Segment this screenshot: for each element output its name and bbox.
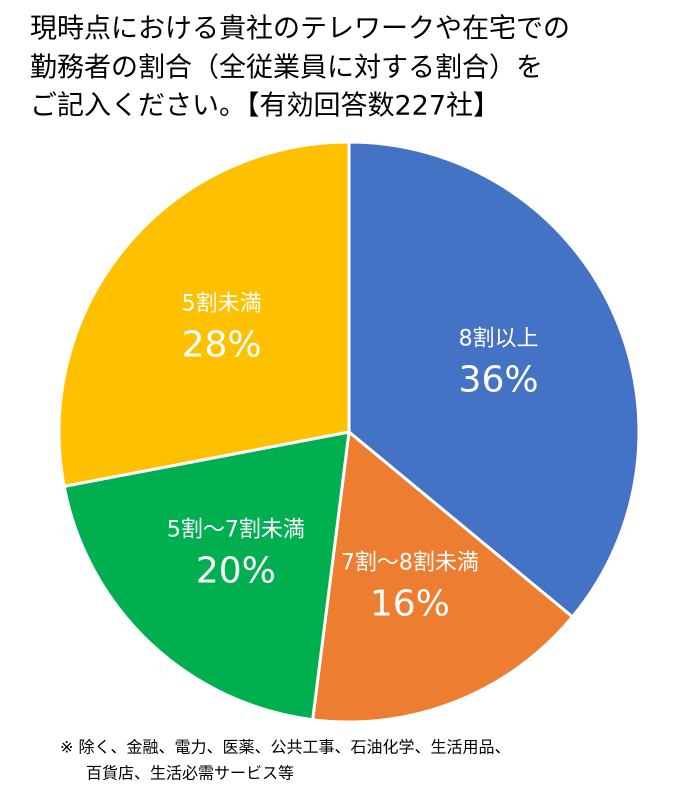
value-label: 28% xyxy=(182,325,262,366)
slice-label: 5割～7割未満 xyxy=(167,517,305,542)
value-label: 20% xyxy=(196,550,276,591)
value-label: 16% xyxy=(370,584,450,625)
footnote: ※ 除く、金融、電力、医薬、公共工事、石油化学、生活用品、 xyxy=(60,738,511,757)
slice-label: 5割未満 xyxy=(182,292,262,317)
chart-title: 勤務者の割合（全従業員に対する割合）を xyxy=(30,53,543,84)
slice-label: 7割～8割未満 xyxy=(341,551,479,576)
pie-slice xyxy=(310,429,575,724)
chart-title: ご記入ください。【有効回答数227社】 xyxy=(30,91,500,122)
pie-slice xyxy=(62,430,351,722)
chart-title: 現時点における貴社のテレワークや在宅での xyxy=(30,14,570,45)
pie-slice xyxy=(57,140,351,489)
pie-slice xyxy=(347,140,641,619)
value-label: 36% xyxy=(459,360,539,401)
slice-label: 8割以上 xyxy=(459,327,539,352)
footnote: 百貨店、生活必需サービス等 xyxy=(86,764,294,783)
